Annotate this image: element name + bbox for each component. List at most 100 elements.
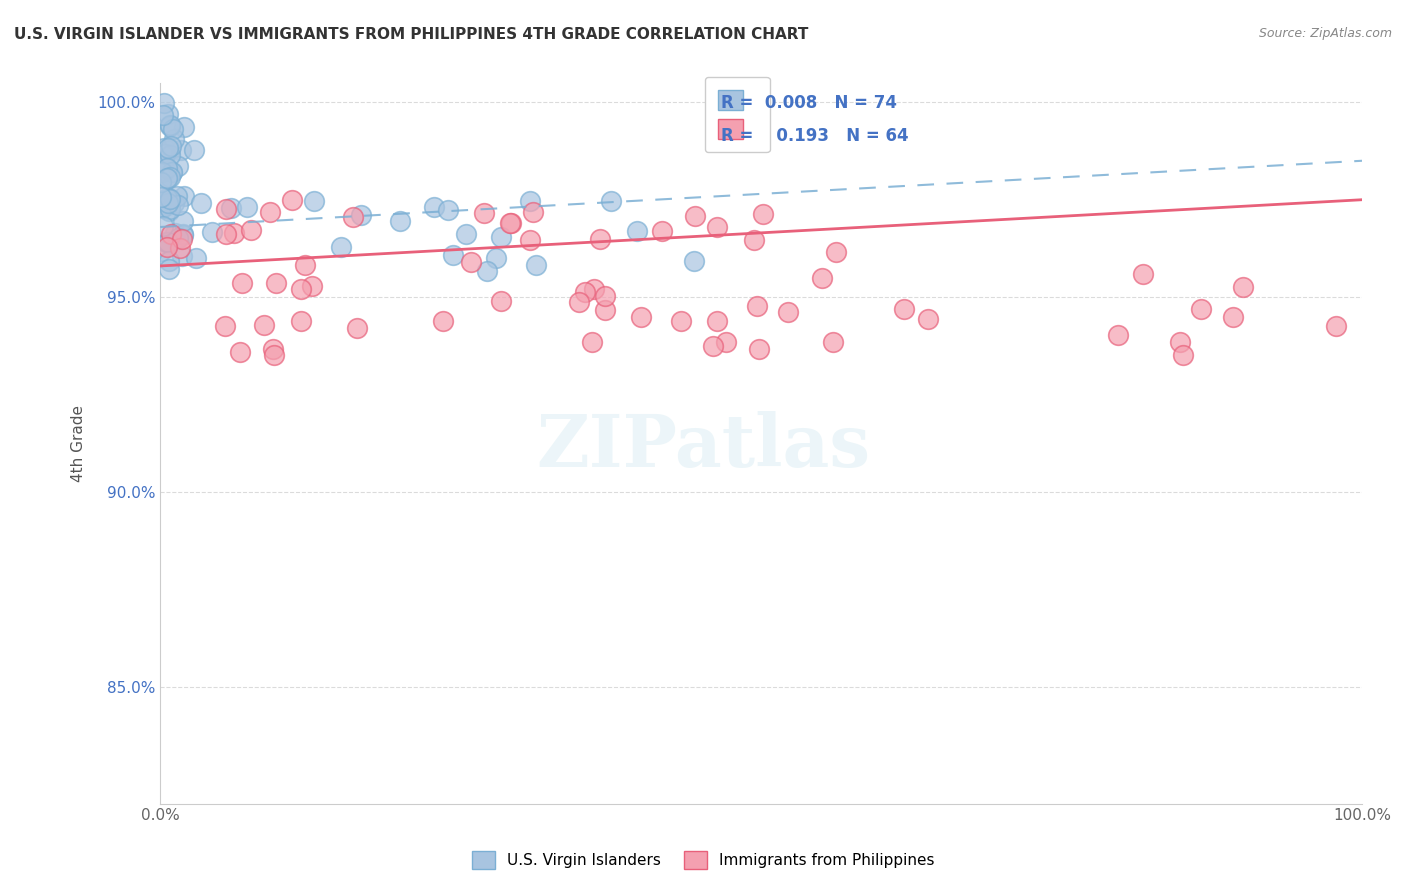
Point: [155, 159, 177, 173]
Point: [1168, 334, 1191, 349]
Point: [215, 227, 238, 241]
Point: [163, 195, 186, 210]
Point: [160, 227, 183, 241]
Point: [266, 276, 288, 290]
Text: R =  0.008   N = 74: R = 0.008 N = 74: [721, 94, 897, 112]
Point: [150, 190, 173, 204]
Point: [156, 140, 179, 154]
Point: [186, 251, 208, 265]
Point: [744, 234, 766, 248]
Point: [714, 335, 737, 350]
Point: [460, 254, 482, 268]
Point: [423, 200, 446, 214]
Point: [472, 206, 495, 220]
Point: [702, 339, 724, 353]
Point: [706, 314, 728, 328]
Point: [159, 120, 181, 134]
Point: [346, 321, 368, 335]
Text: Source: ZipAtlas.com: Source: ZipAtlas.com: [1258, 27, 1392, 40]
Point: [153, 141, 176, 155]
Point: [1189, 301, 1212, 316]
Point: [172, 232, 194, 246]
Point: [157, 262, 180, 277]
Point: [581, 334, 603, 349]
Point: [157, 254, 180, 268]
Point: [823, 334, 845, 349]
Point: [231, 276, 253, 290]
Point: [810, 270, 832, 285]
Point: [228, 345, 250, 359]
Point: [169, 241, 191, 255]
Point: [630, 310, 652, 324]
Point: [290, 282, 312, 296]
Point: [350, 208, 373, 222]
Point: [432, 314, 454, 328]
Y-axis label: 4th Grade: 4th Grade: [72, 405, 86, 482]
Point: [669, 314, 692, 328]
Point: [253, 318, 276, 332]
Point: [157, 235, 180, 249]
Point: [499, 216, 522, 230]
Point: [294, 258, 316, 272]
Point: [475, 264, 498, 278]
Point: [221, 202, 243, 216]
Point: [748, 342, 770, 356]
Point: [167, 159, 190, 173]
Point: [163, 227, 186, 241]
Point: [280, 194, 302, 208]
Point: [163, 132, 186, 146]
Point: [173, 120, 195, 134]
Point: [568, 294, 591, 309]
Point: [1324, 318, 1347, 333]
Point: [1173, 348, 1195, 362]
Point: [259, 205, 281, 219]
Point: [170, 144, 193, 158]
Point: [441, 248, 464, 262]
Point: [682, 254, 704, 268]
Point: [522, 205, 544, 219]
Point: [519, 194, 541, 208]
Point: [489, 294, 512, 309]
Point: [501, 216, 523, 230]
Point: [156, 170, 179, 185]
Point: [172, 227, 194, 242]
Point: [167, 231, 190, 245]
Point: [152, 219, 174, 233]
Point: [437, 203, 460, 218]
Point: [156, 240, 179, 254]
Point: [157, 190, 180, 204]
Point: [159, 202, 181, 216]
Point: [235, 200, 257, 214]
Text: R =    0.193   N = 64: R = 0.193 N = 64: [721, 127, 908, 145]
Point: [240, 223, 263, 237]
Point: [524, 258, 547, 272]
Point: [519, 234, 541, 248]
Point: [1107, 327, 1129, 342]
Point: [489, 230, 512, 244]
Point: [172, 227, 194, 242]
Point: [157, 203, 180, 218]
Point: [893, 301, 915, 316]
Point: [593, 289, 616, 303]
Point: [214, 318, 236, 333]
Point: [159, 143, 181, 157]
Point: [583, 282, 606, 296]
Point: [1132, 267, 1154, 281]
Point: [150, 244, 173, 259]
Point: [224, 227, 246, 241]
Point: [183, 144, 205, 158]
Point: [152, 108, 174, 122]
Point: [595, 303, 617, 318]
Text: U.S. VIRGIN ISLANDER VS IMMIGRANTS FROM PHILIPPINES 4TH GRADE CORRELATION CHART: U.S. VIRGIN ISLANDER VS IMMIGRANTS FROM …: [14, 27, 808, 42]
Point: [651, 224, 673, 238]
Point: [152, 165, 174, 179]
Point: [190, 196, 212, 211]
Point: [150, 175, 173, 189]
Point: [150, 201, 173, 215]
Point: [1222, 310, 1244, 324]
Point: [160, 165, 183, 179]
Point: [159, 148, 181, 162]
Point: [155, 235, 177, 249]
Point: [301, 278, 323, 293]
Point: [745, 299, 768, 313]
